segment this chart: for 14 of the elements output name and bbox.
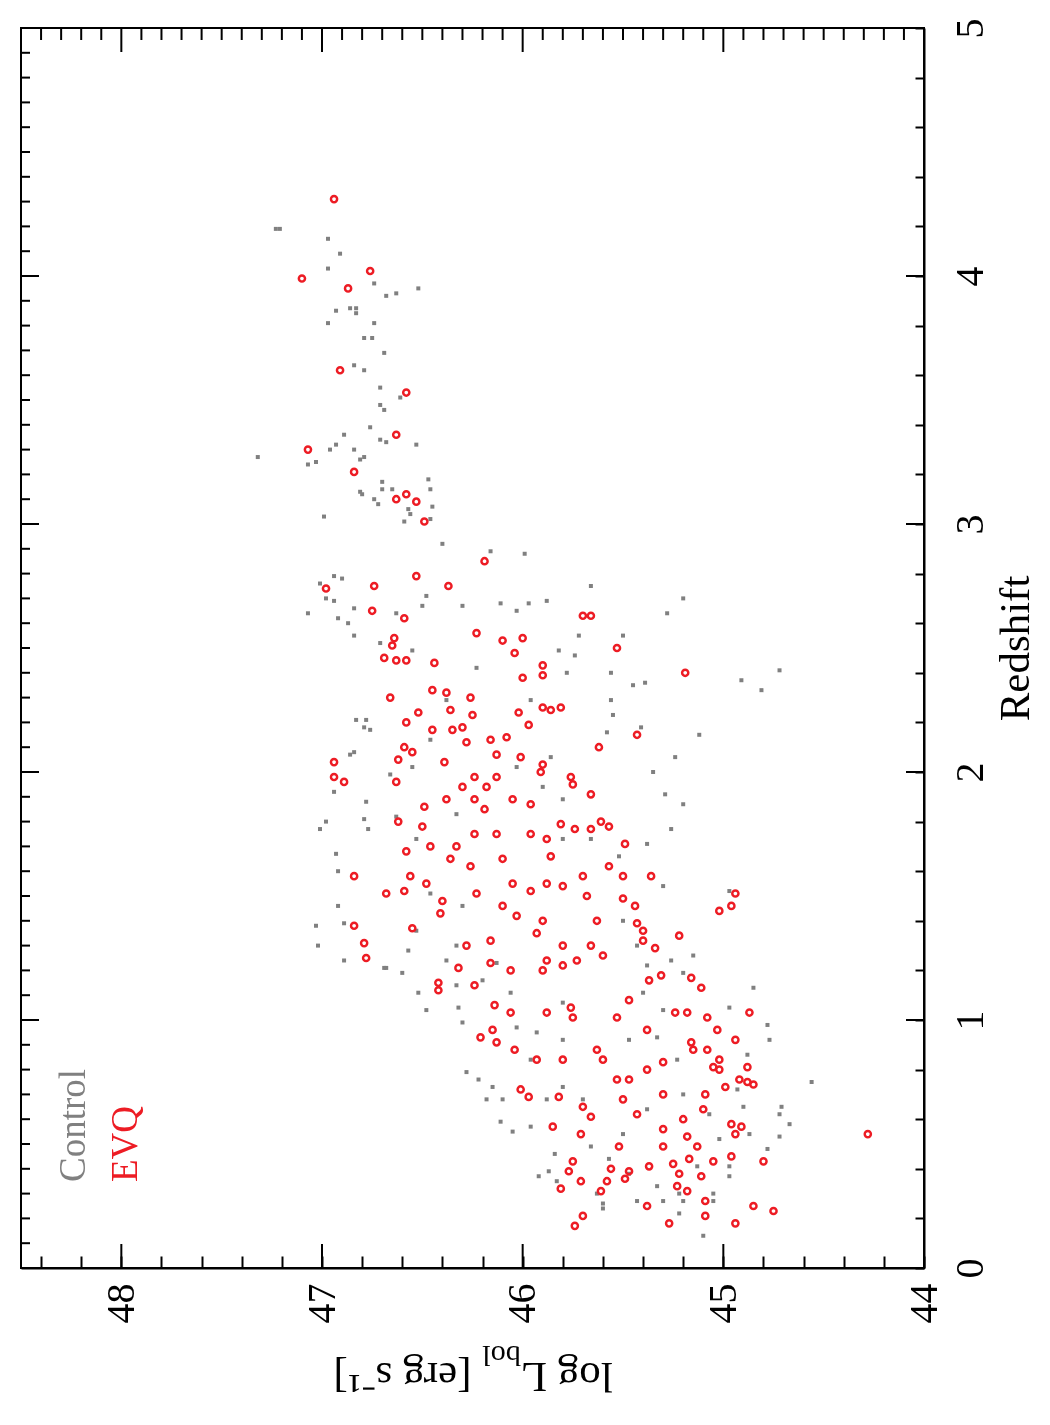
y-tick-label: 4 — [946, 266, 992, 287]
y-tick-label: 5 — [946, 18, 992, 39]
y-tick-label: 1 — [946, 1010, 992, 1031]
y-tick-label: 0 — [946, 1258, 992, 1279]
text: EVQ — [104, 1105, 145, 1182]
y-axis-title: Redshift — [990, 575, 1038, 722]
y-tick-label: 3 — [946, 514, 992, 535]
x-tick-label: 47 — [298, 1283, 344, 1324]
x-tick-label: 45 — [699, 1283, 745, 1324]
x-tick-label: 44 — [900, 1283, 946, 1324]
x-tick-label: 46 — [499, 1283, 545, 1324]
text: Control — [52, 1068, 93, 1182]
x-tick-label: 48 — [97, 1283, 143, 1324]
y-tick-label: 2 — [946, 762, 992, 783]
